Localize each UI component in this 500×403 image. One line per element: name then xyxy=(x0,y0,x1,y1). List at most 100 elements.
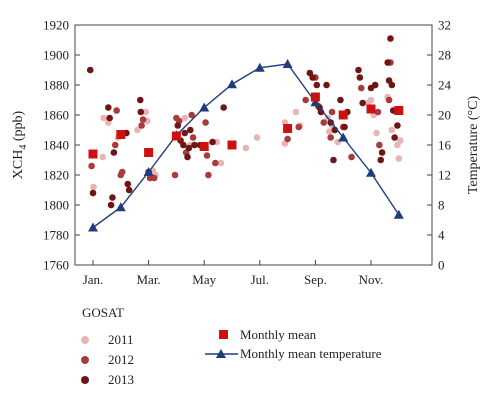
monthly-mean-marker xyxy=(366,104,376,114)
gosat-point-2013 xyxy=(337,96,344,104)
temperature-line xyxy=(92,63,400,229)
gosat-point-2012 xyxy=(111,141,119,149)
gosat-point-2013 xyxy=(124,180,132,188)
gosat-point-2011 xyxy=(100,114,107,122)
gosat-point-2011 xyxy=(142,108,150,116)
y-left-tick-label: 1760 xyxy=(43,258,69,273)
gosat-point-2011 xyxy=(367,96,375,104)
gosat-point-2013 xyxy=(209,138,216,146)
gosat-point-2013 xyxy=(377,156,385,164)
temperature-marker xyxy=(143,167,154,176)
gosat-point-2012 xyxy=(295,123,303,131)
gosat-point-2012 xyxy=(385,96,393,104)
gosat-point-2012 xyxy=(113,107,120,114)
legend-marker-monthly-mean xyxy=(219,330,228,339)
monthly-mean-marker xyxy=(171,131,181,141)
legend-label-2012: 2012 xyxy=(108,352,134,367)
x-tick-label: Sep. xyxy=(304,272,327,287)
gosat-point-2011 xyxy=(99,153,107,161)
gosat-point-2012 xyxy=(302,96,309,104)
gosat-point-2012 xyxy=(118,168,126,176)
gosat-point-2012 xyxy=(284,135,291,143)
gosat-point-2011 xyxy=(396,137,404,144)
legend-marker-2013 xyxy=(81,376,89,384)
gosat-point-2013 xyxy=(384,59,391,66)
y-left-tick-label: 1840 xyxy=(43,138,69,153)
y-axis-right-title: Temperature (°C) xyxy=(466,96,481,195)
y-right-tick-label: 28 xyxy=(438,48,451,63)
y-right-tick-label: 24 xyxy=(438,78,452,93)
gosat-point-2013 xyxy=(387,35,394,42)
temperature-marker xyxy=(338,132,349,142)
gosat-point-2012 xyxy=(203,152,211,159)
gosat-point-2013 xyxy=(107,201,115,209)
temperature-marker xyxy=(88,222,98,232)
legend-marker-2011 xyxy=(81,336,89,344)
y-left-tick-label: 1900 xyxy=(43,48,69,63)
gosat-point-2013 xyxy=(323,81,330,89)
gosat-point-2012 xyxy=(357,84,365,92)
gosat-point-2013 xyxy=(180,141,187,149)
monthly-mean-marker xyxy=(283,124,293,133)
gosat-point-2012 xyxy=(348,153,355,161)
gosat-point-2013 xyxy=(391,134,398,141)
legend-label-temperature: Monthly mean temperature xyxy=(240,346,382,361)
gosat-point-2012 xyxy=(212,159,219,167)
gosat-point-2013 xyxy=(355,66,362,74)
gosat-point-2011 xyxy=(217,159,225,167)
gosat-point-2012 xyxy=(376,141,383,149)
y-right-tick-label: 4 xyxy=(438,228,445,243)
gosat-point-2012 xyxy=(205,171,212,179)
gosat-point-2012 xyxy=(189,134,197,141)
legend-label-monthly-mean: Monthly mean xyxy=(240,327,317,342)
gosat-point-2011 xyxy=(326,128,333,135)
temperature-marker xyxy=(254,62,265,72)
monthly-mean-marker xyxy=(144,148,154,157)
gosat-point-2013 xyxy=(191,141,198,149)
monthly-mean-marker xyxy=(310,92,320,102)
gosat-point-2011 xyxy=(388,126,396,134)
y-left-tick-label: 1860 xyxy=(43,108,69,123)
gosat-point-2011 xyxy=(253,134,261,141)
y-axis-left-title: XCH4 (ppb) xyxy=(11,110,29,179)
y-left-tick-label: 1820 xyxy=(43,168,69,183)
gosat-point-2013 xyxy=(220,104,227,111)
legend-label-2013: 2013 xyxy=(108,372,134,387)
monthly-mean-marker xyxy=(227,140,237,150)
monthly-mean-markers xyxy=(88,92,404,159)
y-right-tick-label: 16 xyxy=(438,138,452,153)
gosat-point-2012 xyxy=(202,119,209,126)
monthly-mean-marker xyxy=(116,130,126,139)
plot-points xyxy=(86,35,404,209)
temperature-marker xyxy=(310,97,321,107)
gosat-point-2012 xyxy=(150,174,158,182)
temperature-marker xyxy=(282,59,293,68)
y-left-tick-label: 1780 xyxy=(43,228,69,243)
temperature-marker xyxy=(393,209,404,219)
y-axis-left-subscript: 4 xyxy=(18,145,29,150)
y-right-tick-label: 20 xyxy=(438,108,451,123)
x-tick-label: Mar. xyxy=(136,272,160,287)
gosat-point-2013 xyxy=(185,144,193,152)
gosat-point-2012 xyxy=(88,162,95,170)
monthly-mean-marker xyxy=(88,149,98,159)
gosat-point-2012 xyxy=(328,108,336,116)
gosat-point-2012 xyxy=(327,134,334,141)
x-tick-label: Nov. xyxy=(359,272,384,287)
monthly-mean-marker xyxy=(394,106,404,115)
gosat-point-2013 xyxy=(378,149,386,156)
x-tick-label: Jul. xyxy=(251,272,269,287)
monthly-mean-marker xyxy=(338,110,348,120)
gosat-point-2013 xyxy=(89,189,97,197)
gosat-point-2013 xyxy=(309,74,316,81)
gosat-point-2013 xyxy=(184,153,191,161)
gosat-point-2011 xyxy=(292,108,300,116)
gosat-point-2013 xyxy=(371,81,379,89)
gosat-point-2013 xyxy=(388,81,396,89)
legend-title: GOSAT xyxy=(82,305,124,320)
gosat-point-2013 xyxy=(106,114,113,122)
temperature-marker xyxy=(115,202,126,212)
legend-marker-temperature xyxy=(216,349,226,358)
gosat-point-2013 xyxy=(174,122,182,129)
